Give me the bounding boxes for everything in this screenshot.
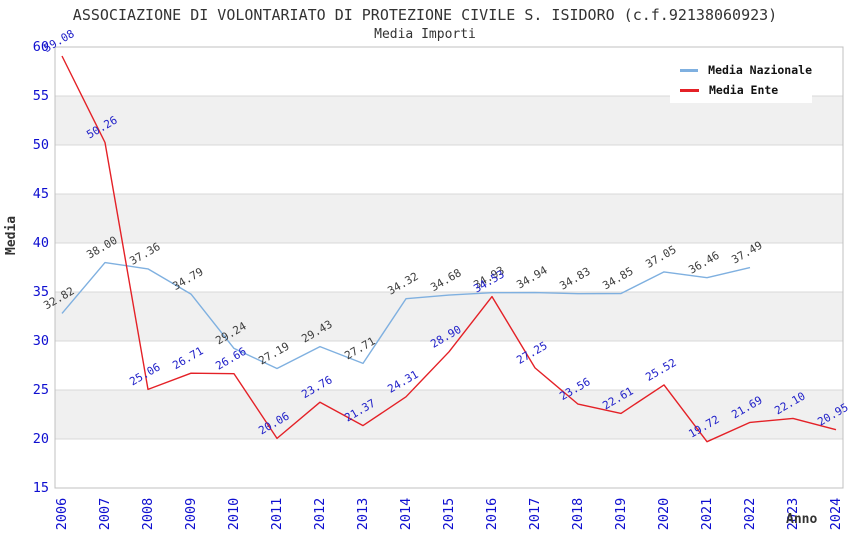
legend-item-media-ente: Media Ente — [670, 83, 812, 97]
y-tick-label: 60 — [33, 39, 49, 55]
x-tick-label: 2019 — [613, 498, 629, 531]
data-label: 34.83 — [557, 265, 592, 293]
plot-border — [54, 46, 844, 489]
data-label: 26.71 — [170, 344, 205, 372]
x-tick-label: 2013 — [355, 498, 371, 531]
x-tick-label: 2023 — [785, 498, 801, 531]
y-tick-label: 35 — [33, 284, 49, 300]
x-tick-label: 2015 — [441, 498, 457, 531]
media-ente-line-icon — [680, 88, 699, 92]
plot-band — [55, 390, 843, 439]
chart-subtitle: Media Importi — [374, 27, 476, 42]
x-tick-label: 2018 — [570, 498, 586, 531]
x-tick-label: 2011 — [269, 498, 285, 531]
y-tick-label: 40 — [33, 235, 49, 251]
plot-band — [55, 96, 843, 145]
x-tick-label: 2012 — [312, 498, 328, 531]
media-ente-line — [61, 55, 837, 443]
x-tick-label: 2016 — [484, 498, 500, 531]
media-nazionale-line-icon — [680, 68, 699, 72]
plot-band — [55, 194, 843, 243]
x-tick-label: 2006 — [54, 498, 70, 531]
data-label: 34.94 — [514, 263, 550, 291]
data-label: 34.79 — [170, 265, 205, 293]
x-axis-title: Anno — [786, 512, 818, 527]
y-tick-label: 45 — [33, 186, 49, 202]
x-tick-label: 2009 — [183, 498, 199, 531]
x-tick-label: 2014 — [398, 498, 414, 531]
x-tick-label: 2021 — [699, 498, 715, 531]
x-tick-label: 2007 — [97, 498, 113, 531]
data-label: 25.06 — [127, 361, 162, 389]
legend: Media Nazionale Media Ente — [670, 57, 812, 103]
y-tick-label: 50 — [33, 137, 49, 153]
plot-band — [55, 292, 843, 341]
legend-item-media-nazionale: Media Nazionale — [670, 63, 812, 77]
x-tick-label: 2024 — [828, 498, 844, 531]
y-tick-label: 55 — [33, 88, 49, 104]
data-label: 34.68 — [428, 266, 463, 294]
x-tick-label: 2020 — [656, 498, 672, 531]
data-label: 37.05 — [643, 243, 678, 271]
chart-title: ASSOCIAZIONE DI VOLONTARIATO DI PROTEZIO… — [72, 6, 778, 24]
x-tick-label: 2008 — [140, 498, 156, 531]
data-label: 37.36 — [127, 240, 162, 268]
y-tick-label: 30 — [33, 333, 49, 349]
x-tick-label: 2010 — [226, 498, 242, 531]
data-label: 36.46 — [686, 249, 721, 277]
legend-label-media-ente: Media Ente — [709, 83, 779, 97]
y-axis-title: Media — [4, 215, 19, 255]
y-tick-label: 15 — [33, 480, 49, 496]
x-tick-label: 2017 — [527, 498, 543, 531]
data-label: 59.08 — [41, 27, 76, 55]
x-tick-label: 2022 — [742, 498, 758, 531]
data-label: 25.52 — [643, 356, 678, 384]
legend-label-media-nazionale: Media Nazionale — [708, 63, 812, 77]
data-label: 26.66 — [213, 345, 248, 373]
y-tick-label: 20 — [33, 431, 49, 447]
y-tick-label: 25 — [33, 382, 49, 398]
media-nazionale-line — [61, 261, 751, 370]
